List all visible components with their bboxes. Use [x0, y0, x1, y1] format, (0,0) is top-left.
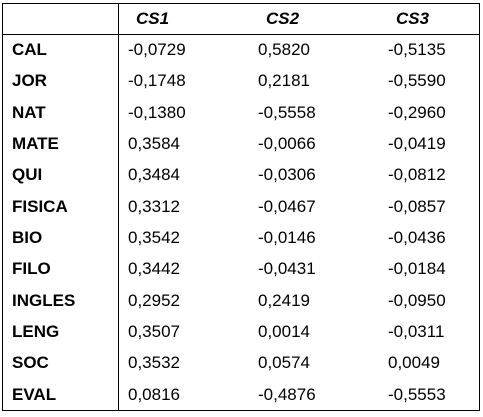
table-header: CS1 CS2 CS3 — [2, 3, 480, 35]
cell-cs1: 0,3312 — [128, 196, 180, 216]
row-label: QUI — [12, 165, 43, 185]
row-label: FISICA — [12, 196, 68, 216]
cell-cs1: 0,3542 — [128, 228, 180, 248]
row-label: CAL — [12, 40, 47, 60]
table-row: INGLES 0,2952 0,2419 -0,0950 — [2, 285, 480, 316]
row-label: EVAL — [2, 379, 118, 412]
header-cs1: CS1 — [118, 3, 248, 35]
row-label: BIO — [12, 228, 43, 248]
header-cs2: CS2 — [248, 3, 378, 35]
cell-cs3: -0,5553 — [378, 379, 480, 412]
cell-cs1: 0,3532 — [128, 353, 180, 373]
header-row: CS1 CS2 CS3 — [2, 3, 480, 35]
table-row: SOC 0,3532 0,0574 0,0049 — [2, 348, 480, 379]
row-label: JOR — [12, 71, 47, 91]
cell-cs3: -0,0812 — [388, 165, 446, 185]
table-row: CAL -0,0729 0,5820 -0,5135 — [2, 35, 480, 66]
cell-cs2: -0,0467 — [258, 196, 316, 216]
cell-cs3: -0,0950 — [388, 290, 446, 310]
cell-cs3: -0,0857 — [388, 196, 446, 216]
table-row: FISICA 0,3312 -0,0467 -0,0857 — [2, 191, 480, 222]
cell-cs3: -0,0311 — [388, 322, 445, 342]
cell-cs2: -0,0306 — [258, 165, 316, 185]
cell-cs2: -0,5558 — [258, 102, 316, 122]
cell-cs1: 0,3507 — [128, 322, 180, 342]
table-row: MATE 0,3584 -0,0066 -0,0419 — [2, 128, 480, 159]
table-body: CAL -0,0729 0,5820 -0,5135 JOR -0,1748 0… — [2, 35, 480, 412]
loadings-table-container: CS1 CS2 CS3 CAL -0,0729 0,5820 -0,5135 J… — [2, 3, 480, 412]
cell-cs3: -0,2960 — [388, 102, 446, 122]
cell-cs2: -0,0431 — [258, 259, 316, 279]
cell-cs1: -0,1380 — [128, 102, 186, 122]
cell-cs2: -0,0146 — [258, 228, 316, 248]
row-label: LENG — [12, 322, 60, 342]
header-cs3: CS3 — [378, 3, 480, 35]
cell-cs2: 0,0014 — [258, 322, 310, 342]
cell-cs1: 0,3584 — [128, 134, 180, 154]
cell-cs3: -0,5135 — [388, 40, 446, 60]
cell-cs2: -0,4876 — [248, 379, 378, 412]
table-row: LENG 0,3507 0,0014 -0,0311 — [2, 316, 480, 347]
table-row: EVAL 0,0816 -0,4876 -0,5553 — [2, 379, 480, 412]
cell-cs3: -0,5590 — [388, 71, 446, 91]
cell-cs2: 0,5820 — [258, 40, 310, 60]
loadings-table: CS1 CS2 CS3 CAL -0,0729 0,5820 -0,5135 J… — [2, 3, 480, 412]
cell-cs2: 0,0574 — [258, 353, 310, 373]
table-row: NAT -0,1380 -0,5558 -0,2960 — [2, 97, 480, 128]
cell-cs1: 0,0816 — [118, 379, 248, 412]
table-row: QUI 0,3484 -0,0306 -0,0812 — [2, 160, 480, 191]
row-label: INGLES — [12, 290, 76, 310]
cell-cs1: 0,3484 — [128, 165, 180, 185]
row-label: MATE — [12, 134, 59, 154]
cell-cs2: -0,0066 — [258, 134, 316, 154]
header-corner — [2, 3, 118, 35]
cell-cs1: 0,3442 — [128, 259, 180, 279]
table-row: FILO 0,3442 -0,0431 -0,0184 — [2, 254, 480, 285]
row-label: SOC — [12, 353, 49, 373]
cell-cs2: 0,2181 — [258, 71, 310, 91]
cell-cs1: 0,2952 — [128, 290, 180, 310]
row-label: FILO — [12, 259, 51, 279]
cell-cs3: -0,0419 — [388, 134, 446, 154]
cell-cs3: 0,0049 — [388, 353, 440, 373]
cell-cs1: -0,1748 — [128, 71, 186, 91]
table-row: JOR -0,1748 0,2181 -0,5590 — [2, 66, 480, 97]
cell-cs1: -0,0729 — [128, 40, 186, 60]
cell-cs2: 0,2419 — [258, 290, 310, 310]
table-row: BIO 0,3542 -0,0146 -0,0436 — [2, 222, 480, 253]
row-label: NAT — [12, 102, 46, 122]
cell-cs3: -0,0184 — [388, 259, 446, 279]
cell-cs3: -0,0436 — [388, 228, 446, 248]
